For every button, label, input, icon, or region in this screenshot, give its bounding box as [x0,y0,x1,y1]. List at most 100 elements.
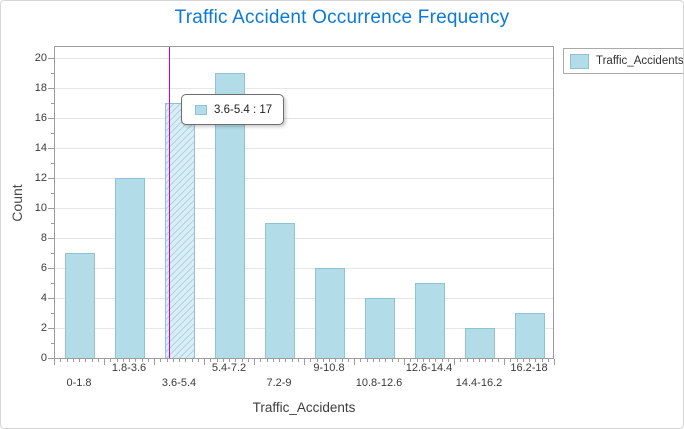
x-tick [447,359,449,362]
bar-10.8-12.6[interactable] [365,298,395,358]
x-tick [479,359,480,362]
plot-area [54,46,554,359]
x-tick [191,359,193,362]
x-tick [385,359,387,362]
x-tick [354,359,355,365]
x-tick-label-12.6-14.4: 12.6-14.4 [405,362,453,374]
y-tick [51,283,54,284]
bar-9-10.8[interactable] [315,268,345,358]
x-tick [416,359,418,362]
x-tick [472,359,474,362]
x-tick [166,359,168,362]
y-tick [51,73,54,74]
legend-item-traffic-accidents[interactable]: Traffic_Accidents [563,48,684,74]
x-tick-label-0-1.8: 0-1.8 [66,377,92,389]
x-tick [72,359,74,362]
gridline-y-20 [55,58,553,59]
x-tick [397,359,399,362]
x-tick [497,359,499,362]
y-tick-label: 6 [40,262,47,274]
x-tick [179,359,180,362]
legend-label: Traffic_Accidents [596,55,684,67]
y-tick [51,223,54,224]
x-tick [347,359,349,362]
y-tick-label: 4 [40,292,47,304]
x-tick [554,359,555,365]
x-tick-label-10.8-12.6: 10.8-12.6 [355,377,403,389]
x-tick [104,359,105,365]
bar-0-1.8[interactable] [65,253,95,358]
gridline-y-6 [55,268,553,269]
y-tick [48,328,54,329]
tooltip-text: 3.6-5.4 : 17 [214,103,273,116]
x-tick [316,359,318,362]
gridline-y-10 [55,208,553,209]
x-tick-label-9-10.8: 9-10.8 [313,362,345,374]
y-tick [51,103,54,104]
y-tick-label: 10 [34,202,47,214]
y-tick [51,193,54,194]
x-tick [254,359,255,365]
bar-1.8-3.6[interactable] [115,178,145,358]
gridline-y-16 [55,118,553,119]
bar-14.4-16.2[interactable] [465,328,495,358]
x-tick [291,359,293,362]
x-tick [260,359,262,362]
x-tick-label-7.2-9: 7.2-9 [266,377,292,389]
x-tick [279,359,280,362]
x-tick [529,359,530,362]
y-tick [48,358,54,359]
x-tick [97,359,99,362]
y-axis-title: Count [9,184,25,222]
y-tick-label: 20 [34,52,47,64]
x-tick-label-5.4-7.2: 5.4-7.2 [211,362,247,374]
y-tick [48,58,54,59]
x-tick [360,359,362,362]
gridline-y-2 [55,328,553,329]
x-tick [335,359,337,362]
x-tick [366,359,368,362]
x-tick [110,359,112,362]
chart-title: Traffic Accident Occurrence Frequency [174,7,510,28]
y-tick-label: 12 [34,172,47,184]
x-tick [322,359,324,362]
y-tick-label: 18 [34,82,47,94]
x-tick [197,359,199,362]
x-tick [547,359,549,362]
bar-7.2-9[interactable] [265,223,295,358]
x-tick [410,359,412,362]
bar-12.6-14.4[interactable] [415,283,445,358]
y-tick [48,268,54,269]
y-tick [51,253,54,254]
bar-16.2-18[interactable] [515,313,545,358]
y-tick [51,343,54,344]
x-tick [147,359,149,362]
x-tick [485,359,487,362]
bar-3.6-5.4[interactable] [165,103,195,358]
y-tick [51,163,54,164]
y-tick [51,133,54,134]
x-tick [229,359,230,362]
x-tick [216,359,218,362]
x-tick [297,359,299,362]
x-tick [329,359,330,362]
x-tick [266,359,268,362]
gridline-y-12 [55,178,553,179]
x-tick [516,359,518,362]
x-axis-title: Traffic_Accidents [252,400,356,415]
x-tick [116,359,118,362]
x-tick [491,359,493,362]
y-tick [48,208,54,209]
x-tick [391,359,393,362]
x-tick [241,359,243,362]
y-tick [48,148,54,149]
x-tick [129,359,130,362]
y-tick [48,238,54,239]
x-tick [372,359,374,362]
x-tick [541,359,543,362]
x-tick [222,359,224,362]
x-tick [235,359,237,362]
y-tick [48,298,54,299]
x-tick-label-3.6-5.4: 3.6-5.4 [161,377,197,389]
x-tick [60,359,62,362]
